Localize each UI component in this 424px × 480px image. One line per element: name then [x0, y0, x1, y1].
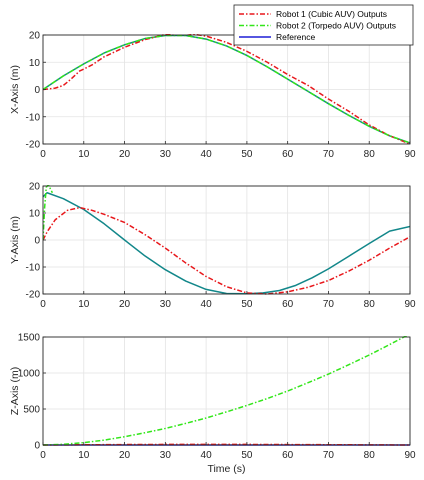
x-tick-label: 30: [160, 450, 172, 461]
x-tick-label: 50: [241, 149, 253, 160]
y-axis-label: X-Axis (m): [9, 65, 21, 114]
y-tick-label: -20: [26, 140, 41, 151]
x-tick-label: 0: [40, 450, 46, 461]
series-line-robot-2-torpedo-auv-outputs: [43, 34, 410, 144]
y-tick-label: 10: [29, 209, 41, 220]
subplot-1: 0 10 20 30 40 50 60 70 80 90 -20 -10 0 10 20 X-Axis (m): [9, 31, 416, 161]
x-tick-label: 40: [201, 299, 213, 310]
series-line-robot-1-cubic-auv-outputs: [43, 206, 410, 295]
x-tick-label: 20: [119, 299, 131, 310]
x-tick-label: 80: [364, 149, 376, 160]
x-tick-label: 80: [364, 299, 376, 310]
x-tick-label: 60: [282, 149, 294, 160]
y-tick-label: 10: [29, 58, 41, 69]
legend-label: Robot 2 (Torpedo AUV) Outputs: [276, 21, 396, 31]
x-tick-label: 90: [404, 450, 416, 461]
x-tick-label: 70: [323, 299, 335, 310]
y-tick-label: 1500: [18, 333, 41, 344]
legend-label: Robot 1 (Cubic AUV) Outputs: [276, 9, 387, 19]
subplot-2: 0 10 20 30 40 50 60 70 80 90 -20 -10 0 10 20 Y-Axis (m): [9, 182, 416, 311]
axes-box: [42, 336, 411, 446]
x-tick-label: 30: [160, 299, 172, 310]
y-tick-label: 20: [29, 31, 41, 42]
y-tick-label: 0: [34, 85, 40, 96]
x-tick-label: 10: [78, 149, 90, 160]
x-tick-label: 0: [40, 299, 46, 310]
y-tick-label: 20: [29, 182, 41, 193]
y-tick-label: -10: [26, 112, 41, 123]
x-tick-label: 70: [323, 450, 335, 461]
x-tick-label: 10: [78, 450, 90, 461]
x-tick-label: 40: [201, 450, 213, 461]
x-tick-label: 60: [282, 299, 294, 310]
y-axis-label: Y-Axis (m): [9, 216, 21, 264]
x-axis-label: Time (s): [207, 463, 245, 475]
y-tick-label: 0: [34, 236, 40, 247]
y-tick-label: 500: [23, 405, 40, 416]
y-tick-label: 0: [34, 441, 40, 452]
x-tick-label: 20: [119, 450, 131, 461]
x-tick-label: 50: [241, 450, 253, 461]
y-tick-label: -10: [26, 263, 41, 274]
x-tick-label: 90: [404, 149, 416, 160]
x-tick-label: 0: [40, 149, 46, 160]
y-tick-label: -20: [26, 290, 41, 301]
x-tick-label: 10: [78, 299, 90, 310]
y-axis-label: Z-Axis (m): [9, 367, 21, 415]
x-tick-label: 90: [404, 299, 416, 310]
series-line-reference: [43, 192, 410, 295]
x-tick-label: 20: [119, 149, 131, 160]
series-line-robot-2-torpedo-auv-outputs: [43, 336, 408, 446]
x-tick-label: 50: [241, 299, 253, 310]
y-tick-label: 1000: [18, 369, 41, 380]
x-tick-label: 40: [201, 149, 213, 160]
x-tick-label: 70: [323, 149, 335, 160]
subplot-3: 0 10 20 30 40 50 60 70 80 90 0 500 1000 1500 Z-Axis (m…: [9, 333, 416, 476]
x-tick-label: 30: [160, 149, 172, 160]
plot-area: [43, 337, 410, 445]
legend: Robot 1 (Cubic AUV) Outputs Robot 2 (Torp…: [233, 4, 414, 46]
x-tick-label: 80: [364, 450, 376, 461]
x-tick-label: 60: [282, 450, 294, 461]
legend-label: Reference: [276, 32, 315, 42]
series-group: [43, 34, 410, 145]
series-line-robot-1-cubic-auv-outputs: [43, 34, 410, 145]
